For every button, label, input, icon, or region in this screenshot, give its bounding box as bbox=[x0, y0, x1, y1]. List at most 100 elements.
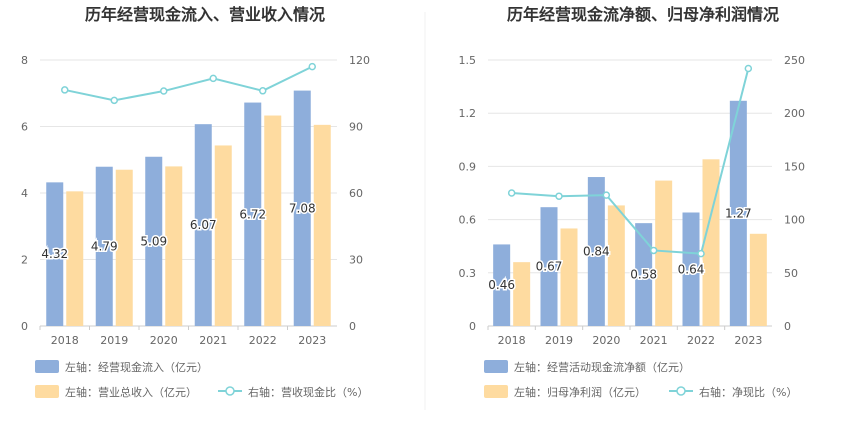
left-bar-primary bbox=[145, 156, 163, 326]
right-bar-secondary bbox=[655, 180, 673, 326]
right-bar-secondary bbox=[607, 205, 625, 326]
right-left-tick-label: 0.6 bbox=[459, 214, 477, 227]
right-bar-primary bbox=[493, 244, 511, 326]
left-data-label: 5.09 bbox=[140, 234, 167, 248]
chart-right-title: 历年经营现金流净额、归母净利润情况 bbox=[507, 5, 779, 24]
right-line-point bbox=[507, 189, 516, 197]
right-bar-secondary bbox=[749, 233, 767, 326]
right-bar-secondary bbox=[560, 228, 578, 326]
right-bar-primary bbox=[587, 177, 605, 326]
left-legend-swatch-secondary bbox=[35, 385, 59, 398]
left-right-tick-label: 120 bbox=[349, 54, 370, 67]
left-data-label: 4.32 bbox=[41, 247, 68, 261]
right-bar-primary bbox=[729, 100, 747, 326]
right-data-label: 0.58 bbox=[630, 268, 657, 282]
left-data-label: 7.08 bbox=[289, 201, 316, 215]
right-bar-secondary bbox=[513, 262, 531, 326]
left-bar-primary bbox=[95, 166, 113, 326]
left-x-tick-label: 2023 bbox=[298, 334, 326, 347]
right-line-series bbox=[511, 68, 750, 255]
right-line-point bbox=[649, 246, 658, 255]
left-line-point bbox=[308, 62, 316, 71]
left-x-tick-label: 2020 bbox=[150, 334, 178, 347]
right-legend-label-secondary: 左轴：归母净利润（亿元） bbox=[514, 385, 646, 399]
left-x-tick-label: 2018 bbox=[51, 334, 79, 347]
left-line-point bbox=[61, 86, 69, 94]
left-x-tick-label: 2019 bbox=[100, 334, 128, 347]
right-bar-primary bbox=[635, 223, 653, 326]
left-bar-secondary bbox=[214, 145, 232, 326]
left-line-point bbox=[110, 96, 118, 105]
right-legend-label-line: 右轴：净现比（%） bbox=[699, 385, 797, 399]
left-legend-label-primary: 左轴：经营现金流入（亿元） bbox=[65, 360, 208, 374]
right-legend-label-primary: 左轴：经营活动现金流净额（亿元） bbox=[514, 360, 690, 374]
right-x-tick-label: 2023 bbox=[734, 334, 762, 347]
chart-right: 历年经营现金流净额、归母净利润情况 0 0.3 0.6 0.9 1.2 1.5 0 50 100… bbox=[459, 5, 806, 399]
right-data-label: 0.84 bbox=[583, 245, 610, 259]
right-right-tick-label: 200 bbox=[784, 107, 805, 120]
right-x-tick-label: 2019 bbox=[545, 334, 573, 347]
right-x-tick-label: 2021 bbox=[640, 334, 668, 347]
right-bar-secondary bbox=[702, 159, 720, 326]
left-right-tick-label: 30 bbox=[349, 254, 363, 267]
right-right-tick-label: 100 bbox=[784, 214, 805, 227]
left-data-label: 4.79 bbox=[91, 239, 118, 253]
left-right-tick-label: 90 bbox=[349, 121, 363, 134]
right-data-label: 0.46 bbox=[488, 278, 515, 292]
right-legend-swatch-primary bbox=[484, 360, 508, 373]
right-right-tick-label: 150 bbox=[784, 160, 805, 173]
left-left-tick-label: 8 bbox=[21, 54, 28, 67]
chart-left-title: 历年经营现金流入、营业收入情况 bbox=[85, 5, 325, 24]
left-bar-primary bbox=[46, 182, 64, 326]
right-data-label: 0.64 bbox=[678, 262, 705, 276]
right-right-tick-label: 0 bbox=[784, 320, 791, 333]
left-bar-secondary bbox=[264, 115, 282, 326]
left-legend-label-line: 右轴：营收现金比（%） bbox=[248, 385, 368, 399]
left-bar-primary bbox=[194, 124, 212, 326]
left-legend-swatch-primary bbox=[35, 360, 59, 373]
left-data-label: 6.07 bbox=[190, 218, 217, 232]
left-right-tick-label: 0 bbox=[349, 320, 356, 333]
right-right-tick-label: 50 bbox=[784, 267, 798, 280]
left-bar-secondary bbox=[115, 169, 133, 326]
right-line-point bbox=[602, 191, 611, 199]
right-left-tick-label: 0 bbox=[469, 320, 476, 333]
left-left-tick-label: 2 bbox=[21, 254, 28, 267]
right-x-tick-label: 2018 bbox=[498, 334, 526, 347]
left-line-point bbox=[209, 74, 217, 83]
right-legend-swatch-line-marker bbox=[676, 386, 686, 396]
right-data-label: 0.67 bbox=[536, 260, 563, 274]
left-bar-secondary bbox=[165, 166, 183, 326]
left-x-tick-label: 2022 bbox=[249, 334, 277, 347]
left-bar-secondary bbox=[313, 124, 331, 327]
right-x-tick-label: 2020 bbox=[592, 334, 620, 347]
left-legend-label-secondary: 左轴：营业总收入（亿元） bbox=[65, 385, 197, 399]
right-bar-primary bbox=[682, 212, 700, 326]
right-left-tick-label: 0.3 bbox=[459, 267, 477, 280]
right-line-point bbox=[555, 192, 563, 200]
right-x-tick-label: 2022 bbox=[687, 334, 715, 347]
right-left-tick-label: 0.9 bbox=[459, 160, 477, 173]
chart-left: 历年经营现金流入、营业收入情况 0 2 4 6 8 0 30 60 90 120 2018 4.32 2… bbox=[21, 5, 370, 399]
left-line-point bbox=[259, 87, 267, 95]
left-left-tick-label: 4 bbox=[21, 187, 28, 200]
left-left-tick-label: 6 bbox=[21, 121, 28, 134]
left-left-tick-label: 0 bbox=[21, 320, 28, 333]
left-right-tick-label: 60 bbox=[349, 187, 363, 200]
left-line-point bbox=[160, 87, 168, 95]
left-data-label: 6.72 bbox=[239, 207, 266, 221]
left-bar-primary bbox=[293, 90, 311, 326]
right-line-point bbox=[697, 249, 705, 258]
right-left-tick-label: 1.5 bbox=[459, 54, 477, 67]
left-bar-secondary bbox=[66, 191, 84, 326]
left-bar-primary bbox=[244, 102, 262, 326]
left-legend-swatch-line-marker bbox=[225, 386, 235, 396]
right-legend-swatch-secondary bbox=[484, 385, 508, 398]
right-right-tick-label: 250 bbox=[784, 54, 805, 67]
right-bar-primary bbox=[540, 207, 558, 326]
right-data-label: 1.27 bbox=[725, 206, 752, 220]
right-line-point bbox=[744, 64, 753, 73]
left-line-series bbox=[64, 65, 313, 102]
